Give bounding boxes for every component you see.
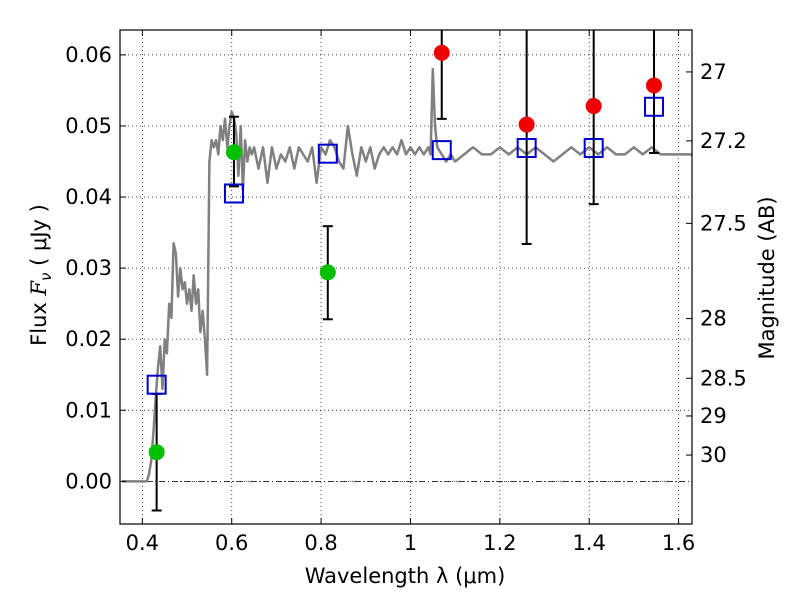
model-photometry-square bbox=[583, 137, 604, 158]
red-data-point bbox=[518, 116, 535, 133]
axis-ticks: 0.4 0.6 0.8 1 1.2 1.4 1.6 0.00 0.01 0.02 0.03 0.04 0… bbox=[65, 30, 747, 555]
x-tick-label: 1.6 bbox=[662, 531, 695, 555]
model-photometry-square bbox=[516, 137, 537, 158]
y-tick-label: 0.02 bbox=[65, 327, 112, 351]
x-tick-label: 0.4 bbox=[126, 531, 159, 555]
red-data-point bbox=[646, 77, 663, 94]
model-spectrum bbox=[122, 67, 692, 483]
green-data-point bbox=[319, 264, 336, 281]
green-data-point bbox=[148, 444, 165, 461]
y-tick-label: 0.05 bbox=[65, 114, 112, 138]
error-bar bbox=[588, 30, 599, 206]
y2-tick-label: 29 bbox=[700, 404, 727, 428]
y2-axis-label: Magnitude (AB) bbox=[755, 196, 779, 359]
grid bbox=[120, 30, 692, 524]
y2-tick-label: 27.2 bbox=[700, 129, 747, 153]
y-axis-label: Flux Fν ( μJy ) bbox=[27, 204, 55, 346]
y-tick-label: 0.00 bbox=[65, 469, 112, 493]
model-photometry-square bbox=[223, 183, 244, 204]
y-axis-label-subscript: ν bbox=[37, 273, 55, 281]
y-tick-label: 0.01 bbox=[65, 398, 112, 422]
x-tick-label: 0.8 bbox=[304, 531, 337, 555]
y2-tick-label: 27.5 bbox=[700, 211, 747, 235]
y2-tick-label: 27 bbox=[700, 60, 727, 84]
x-tick-label: 1.2 bbox=[483, 531, 516, 555]
y-tick-label: 0.04 bbox=[65, 185, 112, 209]
x-axis-label: Wavelength λ (μm) bbox=[305, 564, 506, 588]
x-tick-label: 0.6 bbox=[215, 531, 248, 555]
x-tick-label: 1 bbox=[404, 531, 417, 555]
green-data-point bbox=[225, 144, 242, 161]
data-markers bbox=[146, 44, 665, 461]
y-axis-label-suffix: ( μJy ) bbox=[27, 204, 51, 272]
model-photometry-square bbox=[431, 140, 452, 161]
y2-tick-label: 30 bbox=[700, 443, 727, 467]
y-tick-label: 0.06 bbox=[65, 43, 112, 67]
red-data-point bbox=[585, 98, 602, 115]
red-data-point bbox=[433, 44, 450, 61]
model-photometry-square bbox=[146, 374, 167, 395]
error-bar bbox=[521, 30, 532, 245]
plot-frame bbox=[119, 29, 693, 525]
model-spectrum-line bbox=[122, 67, 692, 483]
y-axis-label-prefix: Flux bbox=[27, 296, 51, 346]
y2-tick-label: 28 bbox=[700, 307, 727, 331]
y-axis-label-symbol: F bbox=[27, 280, 51, 297]
x-tick-label: 1.4 bbox=[573, 531, 606, 555]
model-photometry-square bbox=[644, 96, 665, 117]
model-photometry-square bbox=[317, 143, 338, 164]
y2-tick-label: 28.5 bbox=[700, 366, 747, 390]
y-tick-label: 0.03 bbox=[65, 256, 112, 280]
